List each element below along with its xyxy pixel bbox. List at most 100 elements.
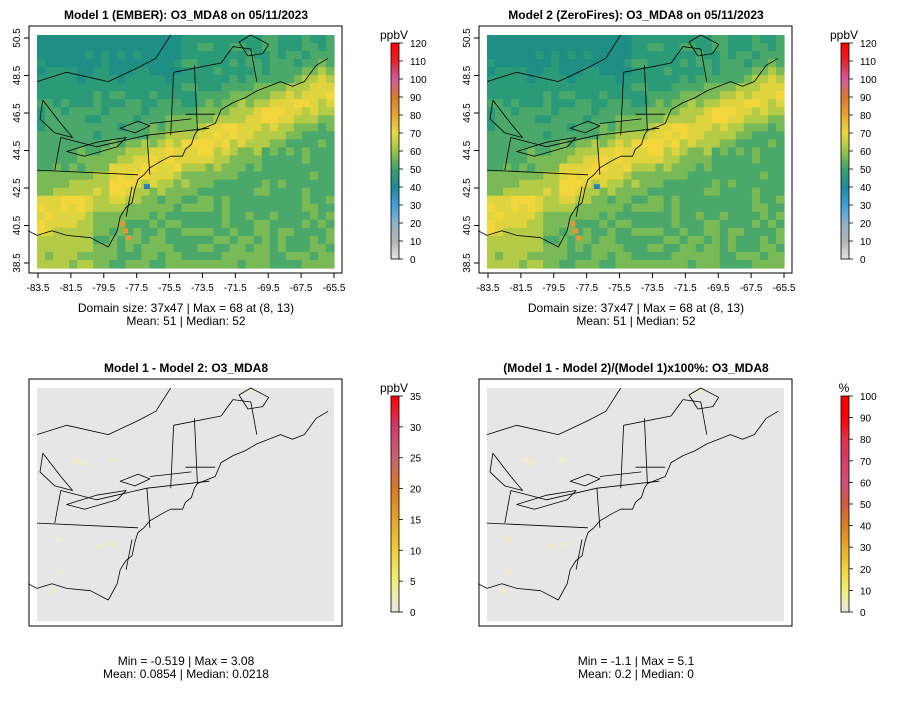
colorbar-segment: [841, 133, 849, 152]
grid-cell: [277, 51, 287, 60]
grid-cell: [543, 147, 552, 157]
grid-cell: [511, 203, 520, 213]
grid-cell: [735, 227, 745, 237]
grid-cell: [647, 115, 657, 124]
grid-cell: [503, 83, 512, 92]
grid-cell: [277, 219, 287, 229]
grid-cell: [69, 219, 78, 229]
y-tick-label: 42.5: [12, 178, 23, 198]
grid-cell: [69, 171, 78, 181]
grid-cell: [551, 163, 560, 173]
grid-cell: [775, 171, 785, 181]
grid-cell: [607, 219, 617, 229]
grid-cell: [503, 147, 512, 157]
grid-cell: [173, 139, 183, 149]
grid-cell: [639, 59, 649, 68]
grid-cell: [639, 251, 649, 261]
grid-cell: [759, 227, 769, 237]
grid-cell: [213, 83, 223, 92]
grid-cell: [85, 51, 94, 60]
grid-cell: [719, 51, 729, 60]
grid-cell: [229, 91, 239, 100]
grid-cell: [69, 147, 78, 157]
grid-cell: [775, 259, 785, 269]
grid-cell: [253, 235, 263, 245]
grid-cell: [37, 155, 46, 165]
grid-cell: [197, 235, 207, 245]
grid-cell: [189, 171, 199, 181]
colorbar-segment: [391, 457, 399, 490]
grid-cell: [527, 75, 536, 84]
grid-cell: [583, 83, 592, 92]
grid-cell: [570, 221, 576, 227]
grid-cell: [647, 43, 657, 52]
grid-cell: [511, 147, 520, 157]
grid-cell: [567, 227, 576, 237]
grid-cell: [751, 123, 761, 133]
lake-outline: [489, 452, 523, 491]
state-border: [504, 490, 512, 524]
grid-cell: [245, 195, 255, 205]
grid-cell: [45, 187, 54, 197]
y-tick-label: 40.5: [12, 215, 23, 235]
grid-cell: [325, 99, 335, 108]
grid-cell: [165, 179, 175, 189]
grid-cell: [743, 123, 753, 133]
grid-cell: [285, 83, 295, 92]
grid-cell: [229, 43, 239, 52]
grid-cell: [735, 179, 745, 189]
grid-cell: [495, 67, 504, 76]
state-border: [486, 169, 589, 176]
grid-cell: [157, 107, 167, 116]
grid-cell: [703, 115, 713, 124]
grid-cell: [285, 211, 295, 221]
colorbar-segment: [841, 43, 849, 62]
grid-cell: [495, 251, 504, 261]
grid-cell: [607, 99, 617, 108]
grid-cell: [181, 35, 191, 44]
grid-cell: [679, 139, 689, 149]
colorbar-segment: [841, 97, 849, 116]
grid-cell: [519, 99, 528, 108]
grid-cell: [109, 35, 118, 44]
grid-cell: [45, 131, 54, 141]
colorbar-tick-label: 30: [410, 201, 422, 212]
grid-cell: [599, 83, 609, 92]
grid-cell: [293, 35, 303, 44]
grid-cell: [703, 91, 713, 100]
grid-cell: [293, 99, 303, 108]
grid-cell: [301, 227, 311, 237]
grid-cell: [655, 67, 665, 76]
grid-cell: [775, 123, 785, 133]
grid-cell: [487, 43, 496, 52]
grid-cell: [623, 187, 633, 197]
grid-cell: [623, 75, 633, 84]
grid-cell: [623, 43, 633, 52]
grid-cell: [301, 147, 311, 157]
grid-cell: [639, 43, 649, 52]
grid-cell: [599, 91, 609, 100]
grid-cell: [221, 235, 231, 245]
grid-cell: [173, 51, 183, 60]
grid-cell: [213, 75, 223, 84]
grid-cell: [45, 195, 54, 205]
y-tick-label: 40.5: [462, 215, 473, 235]
grid-cell: [157, 227, 167, 237]
grid-cell: [607, 59, 617, 68]
grid-cell: [639, 219, 649, 229]
grid-cell: [237, 91, 247, 100]
grid-cell: [558, 541, 567, 547]
grid-cell: [511, 83, 520, 92]
grid-cell: [647, 227, 657, 237]
grid-cell: [269, 43, 279, 52]
grid-cell: [663, 35, 673, 44]
border-line: [36, 34, 172, 82]
grid-cell: [527, 35, 536, 44]
grid-cell: [189, 51, 199, 60]
grid-cell: [519, 235, 528, 245]
grid-cell: [149, 163, 159, 173]
grid-cell: [237, 195, 247, 205]
grid-cell: [623, 203, 633, 213]
grid-cell: [551, 91, 560, 100]
grid-cell: [269, 203, 279, 213]
